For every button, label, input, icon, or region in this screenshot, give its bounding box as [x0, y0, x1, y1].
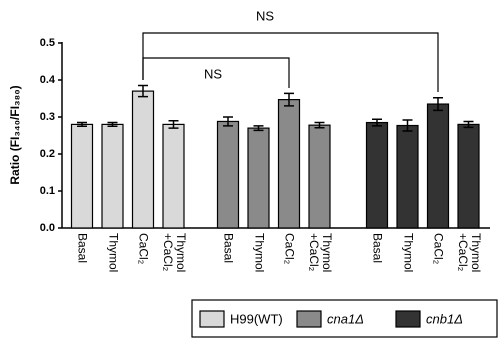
bar	[457, 123, 480, 229]
x-tick-label: CaCl₂	[431, 233, 446, 265]
error-bar	[284, 92, 294, 107]
error-bar	[77, 121, 87, 127]
y-axis-label: Ratio (FI₃₄₀/FI₃₈₀)	[8, 85, 22, 184]
significance-bracket	[142, 57, 290, 88]
y-tick-label: 0.3	[40, 111, 55, 123]
x-tick-label: CaCl₂	[282, 233, 297, 265]
bar	[131, 90, 155, 229]
bar	[101, 123, 124, 229]
legend-swatch	[199, 310, 225, 328]
bar	[162, 123, 185, 229]
annotation: NS	[204, 66, 222, 81]
error-bar	[314, 121, 325, 129]
x-tick-label: Thymol	[252, 233, 266, 273]
bar	[70, 123, 94, 229]
bar	[426, 103, 450, 229]
y-tick-label: 0.5	[40, 37, 55, 49]
x-tick-label: Basal	[75, 233, 90, 264]
bar	[277, 99, 301, 229]
legend-label: cna1Δ	[327, 311, 364, 326]
legend-swatch	[395, 310, 421, 328]
error-bar	[463, 120, 474, 129]
error-bar	[168, 119, 179, 129]
x-tick-label: Thymol	[401, 233, 415, 273]
significance-bracket	[142, 32, 439, 92]
error-bar	[107, 121, 118, 127]
legend-swatch	[296, 310, 322, 328]
bar	[365, 121, 389, 229]
legend-label: H99(WT)	[230, 311, 283, 326]
y-tick-label: 0.1	[40, 185, 55, 197]
x-tick-label: Thymol +CaCl₂	[455, 233, 483, 273]
legend-box	[191, 299, 498, 338]
annotation: NS	[256, 8, 274, 23]
bar	[247, 127, 270, 229]
error-bar	[402, 119, 413, 132]
x-tick-label: CaCl₂	[136, 233, 151, 265]
error-bar	[223, 116, 233, 127]
error-bar	[138, 84, 148, 98]
x-tick-label: Thymol +CaCl₂	[160, 233, 188, 273]
error-bar	[372, 118, 382, 127]
bar	[216, 120, 240, 229]
y-tick-label: 0.0	[40, 222, 55, 234]
x-tick-label: Thymol	[106, 233, 120, 273]
error-bar	[253, 125, 264, 132]
x-tick-label: Thymol +CaCl₂	[306, 233, 334, 273]
error-bar	[433, 97, 443, 112]
x-tick-label: Basal	[221, 233, 236, 264]
legend-label: cnb1Δ	[426, 311, 463, 326]
x-tick-label: Basal	[370, 233, 385, 264]
bar	[396, 124, 419, 229]
y-tick-label: 0.2	[40, 148, 55, 160]
bar	[308, 124, 331, 229]
y-tick-label: 0.4	[40, 74, 56, 86]
